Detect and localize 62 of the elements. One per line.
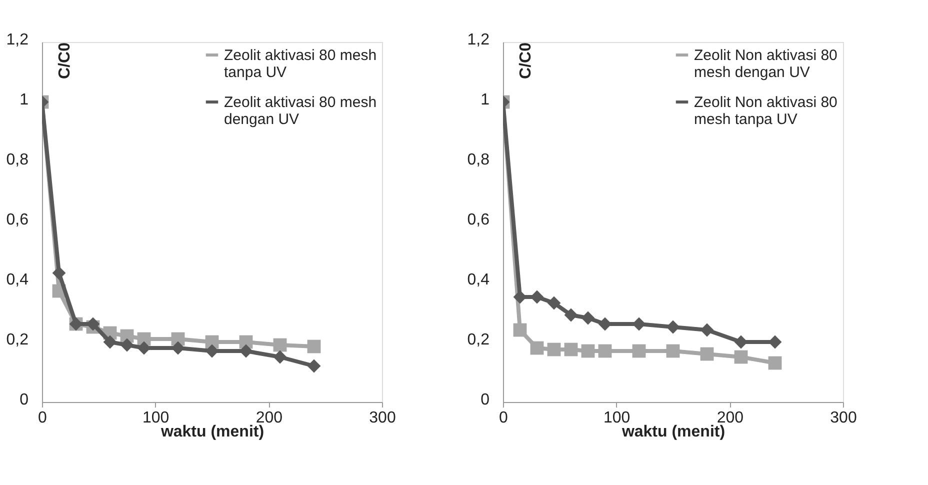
x-tick-label: 100 <box>142 410 170 426</box>
point <box>734 335 748 349</box>
point <box>239 344 253 358</box>
point <box>103 335 117 349</box>
point <box>205 344 219 358</box>
point <box>273 350 287 364</box>
point <box>120 338 134 352</box>
point <box>307 340 321 354</box>
point <box>666 344 680 358</box>
point <box>768 335 782 349</box>
x-tick-label: 100 <box>603 410 630 426</box>
y-axis-title: C/C0 <box>518 42 534 79</box>
point <box>547 342 561 356</box>
point <box>137 341 151 355</box>
point <box>86 317 100 331</box>
y-tick-label: 0,2 <box>6 332 29 348</box>
point <box>547 296 561 310</box>
point <box>700 347 714 361</box>
point <box>513 323 527 337</box>
y-tick-label: 0,8 <box>6 152 29 168</box>
point <box>273 338 287 352</box>
x-tick-label: 0 <box>499 410 508 426</box>
x-tick-label: 0 <box>38 410 48 426</box>
y-tick-label: 1,2 <box>467 32 490 48</box>
x-tick-label: 300 <box>369 410 396 426</box>
point <box>581 344 595 358</box>
point <box>564 308 578 322</box>
y-axis-title: C/C0 <box>56 42 74 79</box>
x-axis-title: waktu (menit) <box>160 424 264 440</box>
y-tick-label: 0,6 <box>467 212 490 228</box>
x-tick-label: 300 <box>830 410 857 426</box>
x-axis-title: waktu (menit) <box>620 424 726 440</box>
point <box>666 320 680 334</box>
y-tick-label: 0,8 <box>467 152 490 168</box>
point <box>581 311 595 325</box>
y-tick-label: 0,2 <box>467 332 490 348</box>
y-tick-label: 1,2 <box>6 32 29 48</box>
point <box>700 323 714 337</box>
point <box>307 359 321 373</box>
y-tick-label: 0,4 <box>6 272 29 288</box>
point <box>171 341 185 355</box>
legend-label: Zeolit aktivasi 80 mesh dengan UV <box>224 94 377 128</box>
legend-label: Zeolit aktivasi 80 mesh tanpa UV <box>224 47 377 81</box>
point <box>52 266 66 280</box>
point <box>598 344 612 358</box>
point <box>513 290 527 304</box>
point <box>530 290 544 304</box>
legend-label: Zeolit Non aktivasi 80 mesh tanpa UV <box>694 94 838 128</box>
y-tick-label: 0,4 <box>467 272 490 288</box>
y-tick-label: 0 <box>480 392 490 408</box>
y-tick-label: 1 <box>480 92 490 108</box>
y-tick-label: 0,6 <box>6 212 29 228</box>
point <box>530 341 544 355</box>
legend-label: Zeolit Non aktivasi 80 mesh dengan UV <box>694 47 838 81</box>
y-tick-label: 0 <box>20 392 29 408</box>
point <box>632 344 646 358</box>
point <box>632 317 646 331</box>
y-tick-label: 1 <box>20 92 29 108</box>
point <box>768 356 782 370</box>
point <box>598 317 612 331</box>
point <box>734 350 748 364</box>
point <box>564 342 578 356</box>
